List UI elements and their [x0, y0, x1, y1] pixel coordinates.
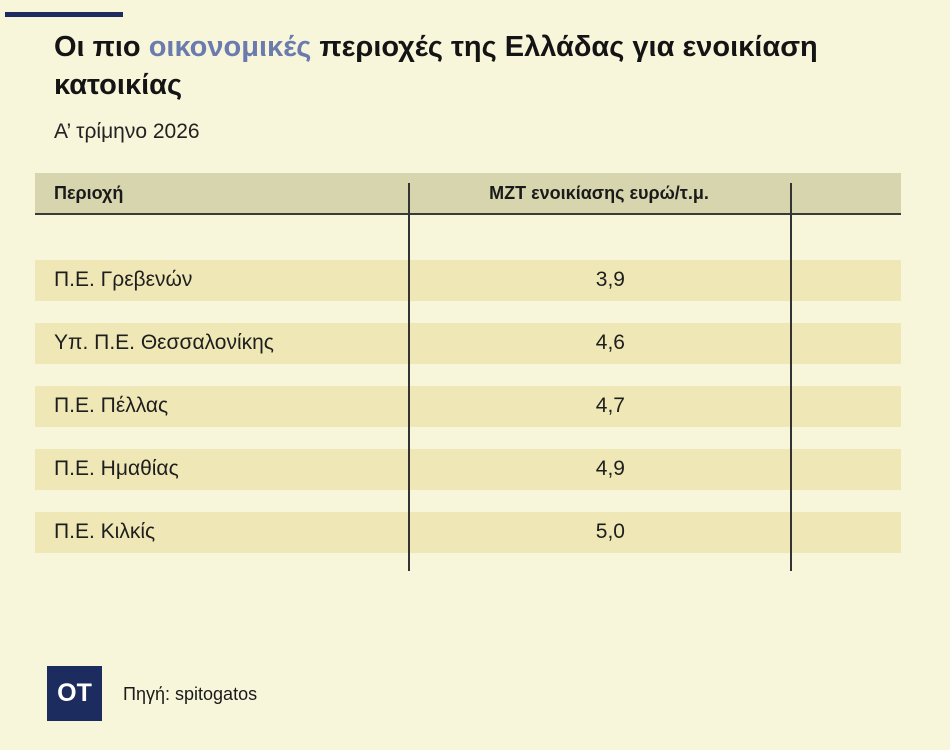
- price-cell: 3,9: [595, 268, 625, 291]
- column-divider-2: [790, 183, 792, 571]
- table-row: Υπ. Π.Ε. Θεσσαλονίκης 4,6: [35, 323, 901, 364]
- table-row: Π.Ε. Γρεβενών 3,9: [35, 260, 901, 301]
- column-header-region: Περιοχή: [54, 183, 124, 203]
- data-table: Περιοχή ΜΖΤ ενοικίασης ευρώ/τ.μ. Π.Ε. Γρ…: [35, 173, 901, 573]
- column-header-price: ΜΖΤ ενοικίασης ευρώ/τ.μ.: [489, 183, 709, 203]
- chart-title: Οι πιο οικονομικές περιοχές της Ελλάδας …: [54, 28, 874, 104]
- region-cell: Π.Ε. Ημαθίας: [54, 457, 179, 480]
- price-cell: 4,6: [595, 331, 625, 354]
- table-row: Π.Ε. Πέλλας 4,7: [35, 386, 901, 427]
- title-part-2: περιοχές της Ελλάδας για ενοικίαση κατοι…: [54, 31, 818, 101]
- column-divider-1: [408, 183, 410, 571]
- chart-subtitle: Α’ τρίμηνο 2026: [54, 120, 200, 143]
- region-cell: Υπ. Π.Ε. Θεσσαλονίκης: [54, 331, 274, 354]
- region-cell: Π.Ε. Γρεβενών: [54, 268, 193, 291]
- top-accent-bar: [5, 12, 123, 17]
- table-row: Π.Ε. Ημαθίας 4,9: [35, 449, 901, 490]
- table-row: Π.Ε. Κιλκίς 5,0: [35, 512, 901, 553]
- region-cell: Π.Ε. Πέλλας: [54, 394, 169, 417]
- price-cell: 4,9: [595, 457, 625, 480]
- ot-logo: ΟΤ: [47, 666, 102, 721]
- source-note: Πηγή: spitogatos: [123, 684, 258, 704]
- table-header: Περιοχή ΜΖΤ ενοικίασης ευρώ/τ.μ.: [35, 173, 901, 215]
- price-cell: 5,0: [595, 520, 625, 543]
- region-cell: Π.Ε. Κιλκίς: [54, 520, 156, 543]
- title-part-1: Οι πιο: [54, 31, 149, 63]
- title-accent-word: οικονομικές: [148, 31, 312, 63]
- price-cell: 4,7: [595, 394, 625, 417]
